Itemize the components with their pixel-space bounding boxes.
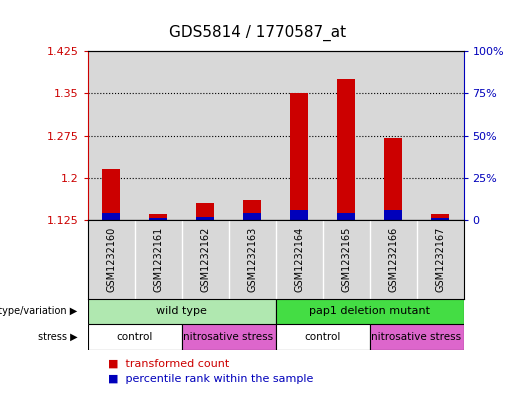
Text: control: control xyxy=(116,332,153,342)
Text: GSM1232162: GSM1232162 xyxy=(200,227,210,292)
Text: GSM1232163: GSM1232163 xyxy=(247,227,257,292)
Bar xyxy=(88,324,182,350)
Text: nitrosative stress: nitrosative stress xyxy=(183,332,273,342)
Bar xyxy=(337,79,355,220)
Text: ■  percentile rank within the sample: ■ percentile rank within the sample xyxy=(108,374,314,384)
Text: ■  transformed count: ■ transformed count xyxy=(108,358,229,369)
Text: genotype/variation ▶: genotype/variation ▶ xyxy=(0,307,77,316)
Bar xyxy=(102,169,120,220)
Bar xyxy=(149,219,167,220)
Bar xyxy=(102,213,120,220)
Bar xyxy=(149,215,167,220)
Bar xyxy=(182,324,276,350)
Bar xyxy=(290,93,308,220)
Text: GSM1232167: GSM1232167 xyxy=(435,227,445,292)
Text: GSM1232164: GSM1232164 xyxy=(294,227,304,292)
Text: GSM1232161: GSM1232161 xyxy=(153,227,163,292)
Text: control: control xyxy=(304,332,341,342)
Bar xyxy=(88,299,276,324)
Text: wild type: wild type xyxy=(156,307,207,316)
Bar xyxy=(431,219,449,220)
Text: nitrosative stress: nitrosative stress xyxy=(371,332,461,342)
Bar xyxy=(243,213,261,220)
Bar xyxy=(276,299,464,324)
Bar xyxy=(431,215,449,220)
Bar xyxy=(290,210,308,220)
Bar xyxy=(384,138,402,220)
Text: GSM1232166: GSM1232166 xyxy=(388,227,398,292)
Text: pap1 deletion mutant: pap1 deletion mutant xyxy=(309,307,430,316)
Bar xyxy=(337,213,355,220)
Bar xyxy=(243,200,261,220)
Bar xyxy=(196,217,214,220)
Text: stress ▶: stress ▶ xyxy=(38,332,77,342)
Bar xyxy=(276,324,369,350)
Bar xyxy=(384,210,402,220)
Bar xyxy=(196,203,214,220)
Text: GSM1232165: GSM1232165 xyxy=(341,227,351,292)
Bar xyxy=(369,324,464,350)
Text: GSM1232160: GSM1232160 xyxy=(106,227,116,292)
Text: GDS5814 / 1770587_at: GDS5814 / 1770587_at xyxy=(169,25,346,41)
